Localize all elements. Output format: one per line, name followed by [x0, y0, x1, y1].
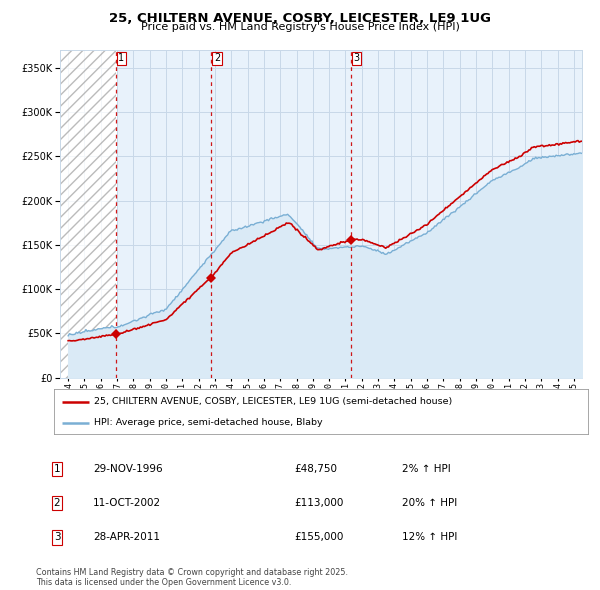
Text: 28-APR-2011: 28-APR-2011 — [93, 533, 160, 542]
Text: Contains HM Land Registry data © Crown copyright and database right 2025.
This d: Contains HM Land Registry data © Crown c… — [36, 568, 348, 587]
Text: £155,000: £155,000 — [294, 533, 343, 542]
Text: 2: 2 — [53, 499, 61, 508]
Text: 20% ↑ HPI: 20% ↑ HPI — [402, 499, 457, 508]
Bar — [60, 50, 116, 378]
Text: 1: 1 — [118, 54, 124, 63]
Text: 2: 2 — [214, 54, 220, 63]
Text: 25, CHILTERN AVENUE, COSBY, LEICESTER, LE9 1UG: 25, CHILTERN AVENUE, COSBY, LEICESTER, L… — [109, 12, 491, 25]
Text: 12% ↑ HPI: 12% ↑ HPI — [402, 533, 457, 542]
Text: 3: 3 — [353, 54, 359, 63]
Text: £48,750: £48,750 — [294, 464, 337, 474]
Text: 25, CHILTERN AVENUE, COSBY, LEICESTER, LE9 1UG (semi-detached house): 25, CHILTERN AVENUE, COSBY, LEICESTER, L… — [94, 397, 452, 407]
Text: Price paid vs. HM Land Registry's House Price Index (HPI): Price paid vs. HM Land Registry's House … — [140, 22, 460, 32]
Text: £113,000: £113,000 — [294, 499, 343, 508]
Text: 3: 3 — [53, 533, 61, 542]
Text: 1: 1 — [53, 464, 61, 474]
Text: 2% ↑ HPI: 2% ↑ HPI — [402, 464, 451, 474]
Text: HPI: Average price, semi-detached house, Blaby: HPI: Average price, semi-detached house,… — [94, 418, 323, 427]
Bar — [60, 50, 116, 378]
Text: 11-OCT-2002: 11-OCT-2002 — [93, 499, 161, 508]
Text: 29-NOV-1996: 29-NOV-1996 — [93, 464, 163, 474]
